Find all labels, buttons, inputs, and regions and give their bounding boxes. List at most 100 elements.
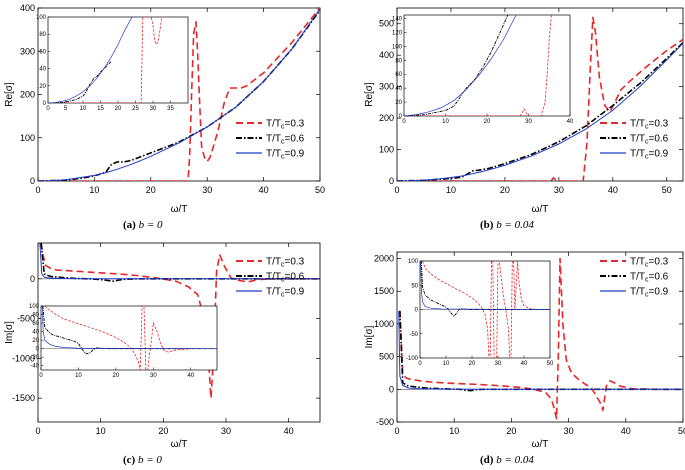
x-tick-label: 30 xyxy=(221,426,231,436)
inset-y-tick-label: 0 xyxy=(415,308,419,314)
plot-frame xyxy=(37,242,321,423)
inset-panel: 0 10 20 30 40 0 20 40 60 80 100 120 140 xyxy=(392,14,574,125)
inset-y-tick-label: 120 xyxy=(392,30,403,36)
x-tick-label: 0 xyxy=(35,185,40,195)
inset-series-line xyxy=(48,17,166,103)
inset-series-line xyxy=(42,306,217,355)
panel-c: 0 10 20 30 40 0 -500 -1000 -1500 ω/T Im[σ] 0 10 20 30 4… xyxy=(4,242,321,466)
x-axis-label: ω/T xyxy=(532,204,549,215)
y-tick-label: 1500 xyxy=(374,286,394,296)
inset-x-tick-label: 40 xyxy=(521,361,528,367)
legend-label: T/Tc=0.3 xyxy=(630,257,669,269)
inset-series-group xyxy=(404,15,552,116)
series-line-solid xyxy=(39,243,320,280)
inset-y-tick-label: 0 xyxy=(399,114,403,120)
series-line-solid xyxy=(397,42,683,181)
x-tick-label: 30 xyxy=(202,185,212,195)
x-axis-label: ω/T xyxy=(171,204,188,215)
y-tick-label: 2000 xyxy=(374,254,394,264)
inset-y-tick-label: 50 xyxy=(411,283,418,289)
legend-label: T/Tc=0.3 xyxy=(266,257,305,269)
inset-y-tick-label: 20 xyxy=(39,84,46,90)
x-tick-label: 40 xyxy=(284,426,294,436)
inset-series-line xyxy=(48,17,139,103)
series-line-dashdot xyxy=(397,42,683,181)
series-group xyxy=(398,257,683,420)
inset-x-tick-label: 10 xyxy=(442,119,449,125)
inset-x-tick-label: 20 xyxy=(469,361,476,367)
inset-y-tick-label: 40 xyxy=(395,86,402,92)
y-tick-label: 400 xyxy=(20,3,35,13)
inset-series-group xyxy=(41,306,217,370)
x-tick-label: 0 xyxy=(394,426,399,436)
y-tick-label: 400 xyxy=(379,50,394,60)
x-tick-label: 40 xyxy=(621,426,631,436)
inset-series-line xyxy=(41,306,217,350)
y-tick-label: 0 xyxy=(389,384,394,394)
legend: T/Tc=0.3 T/Tc=0.6 T/Tc=0.9 xyxy=(236,257,305,299)
y-tick-label: 1000 xyxy=(374,319,394,329)
inset-y-tick-label: 0 xyxy=(36,347,40,353)
y-tick-label: 0 xyxy=(389,176,394,186)
x-tick-label: 0 xyxy=(394,185,399,195)
y-tick-label: -1500 xyxy=(12,393,35,403)
inset-panel: 0 10 20 30 40 50 100 50 0 -50 -100 xyxy=(406,259,554,367)
panel-d: 01020304050-5000500100015002000ω/TIm[σ]0… xyxy=(364,251,685,466)
y-axis-label: Re[σ] xyxy=(4,82,15,107)
inset-y-tick-label: 80 xyxy=(32,313,39,319)
inset-y-tick-label: 60 xyxy=(32,321,39,327)
inset-x-tick-label: 0 xyxy=(39,373,43,379)
inset-x-tick-label: 20 xyxy=(113,373,120,379)
y-tick-label: 0 xyxy=(30,274,35,284)
y-tick-label: -500 xyxy=(17,314,35,324)
legend-label: T/Tc=0.6 xyxy=(266,134,305,146)
inset-x-tick-label: 30 xyxy=(525,119,532,125)
legend: T/Tc=0.3 T/Tc=0.6 T/Tc=0.9 xyxy=(600,119,669,161)
y-axis-label: Re[σ] xyxy=(364,82,375,107)
inset-y-tick-label: 100 xyxy=(392,44,403,50)
series-group xyxy=(39,243,320,399)
series-line-dashdot xyxy=(38,9,320,181)
series-line-dashed xyxy=(40,243,320,399)
panel-caption: (c) b = 0 xyxy=(123,454,162,466)
y-axis-label: Im[σ] xyxy=(4,321,15,344)
y-tick-label: 100 xyxy=(20,133,35,143)
x-tick-label: 30 xyxy=(554,185,564,195)
panel-caption: (d) b = 0.04 xyxy=(480,454,534,466)
legend-label: T/Tc=0.6 xyxy=(266,272,305,284)
legend: T/Tc=0.3 T/Tc=0.6 T/Tc=0.9 xyxy=(236,119,305,161)
inset-x-tick-label: 5 xyxy=(64,106,68,112)
y-tick-label: 200 xyxy=(20,90,35,100)
series-group xyxy=(397,16,683,181)
y-axis-label: Im[σ] xyxy=(364,325,375,348)
inset-y-tick-label: -100 xyxy=(406,356,419,362)
legend: T/Tc=0.3 T/Tc=0.6 T/Tc=0.9 xyxy=(600,257,669,299)
inset-x-tick-label: 50 xyxy=(547,361,554,367)
legend-label: T/Tc=0.9 xyxy=(630,149,669,161)
inset-y-tick-label: 140 xyxy=(392,16,403,22)
inset-series-line xyxy=(44,306,191,370)
series-line-dashed xyxy=(399,257,683,420)
inset-x-tick-label: 20 xyxy=(484,119,491,125)
inset-x-tick-label: 35 xyxy=(167,106,174,112)
inset-series-group xyxy=(420,261,550,358)
inset-x-tick-label: 10 xyxy=(443,361,450,367)
inset-y-tick-label: 60 xyxy=(39,49,46,55)
x-tick-label: 50 xyxy=(315,185,325,195)
inset-y-tick-label: 20 xyxy=(32,338,39,344)
x-tick-label: 0 xyxy=(35,426,40,436)
plot-frame xyxy=(396,251,684,423)
series-line-solid xyxy=(38,8,320,181)
series-line-dashed xyxy=(38,8,320,181)
y-tick-label: 500 xyxy=(379,352,394,362)
inset-y-tick-label: 100 xyxy=(36,15,47,21)
series-group xyxy=(38,8,320,181)
inset-series-line xyxy=(420,261,550,317)
inset-y-tick-label: 100 xyxy=(29,304,40,310)
inset-frame xyxy=(47,16,189,104)
panel-caption: (a) b = 0 xyxy=(123,219,163,231)
inset-y-tick-label: 40 xyxy=(39,67,46,73)
inset-y-tick-label: 20 xyxy=(395,100,402,106)
inset-frame xyxy=(403,14,571,117)
